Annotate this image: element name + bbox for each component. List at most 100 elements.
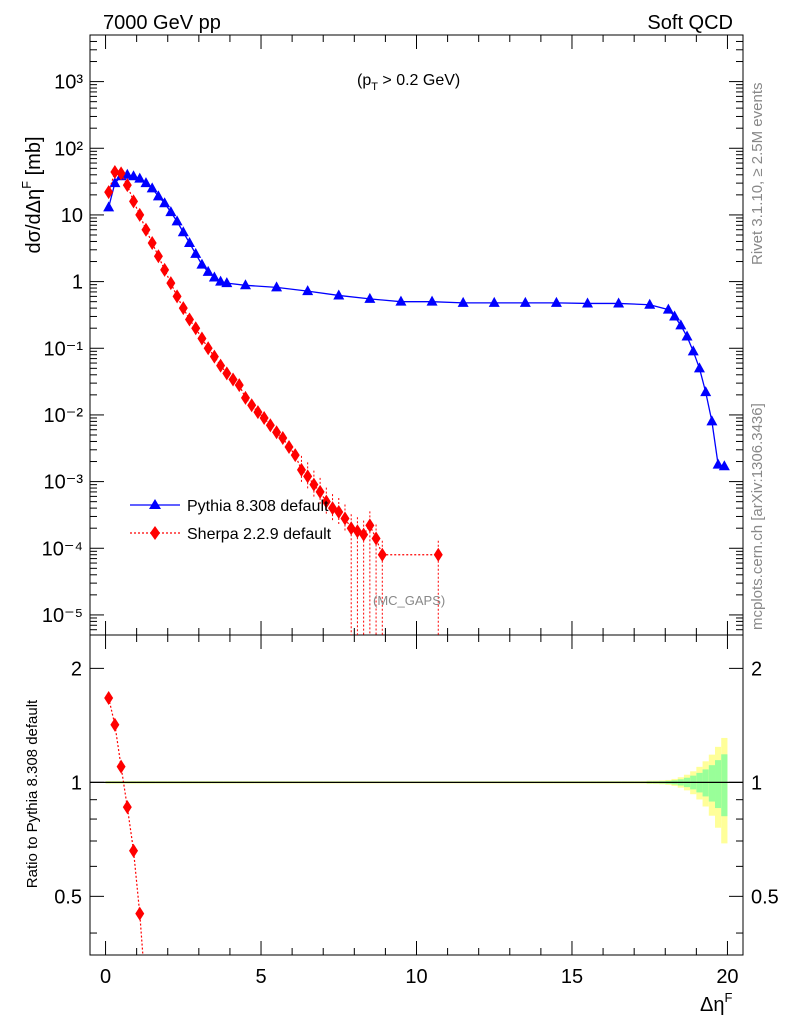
sherpa-point xyxy=(265,418,275,433)
ratio-y-axis-title: Ratio to Pythia 8.308 default xyxy=(24,699,41,888)
sherpa-point xyxy=(340,511,350,526)
pythia-point xyxy=(364,292,376,303)
sherpa-point xyxy=(116,166,126,181)
sherpa-point xyxy=(234,378,244,393)
ratio-band-inner xyxy=(721,754,728,817)
series-pythia xyxy=(103,168,730,471)
pythia-line xyxy=(108,174,725,467)
pythia-point xyxy=(669,310,681,321)
main-y-axis-title: dσ/dΔηF [mb] xyxy=(19,136,45,253)
sherpa-point xyxy=(104,185,114,200)
sherpa-point xyxy=(315,484,325,499)
sherpa-point xyxy=(253,405,263,420)
pythia-point xyxy=(146,182,158,193)
sherpa-point xyxy=(228,372,238,387)
ratio-point xyxy=(116,759,126,774)
x-tick-label: 15 xyxy=(561,966,583,988)
pythia-point xyxy=(128,170,140,181)
sherpa-point xyxy=(203,341,213,356)
ratio-y-tick-label-right: 2 xyxy=(751,658,762,680)
pythia-point xyxy=(171,215,183,226)
sherpa-point xyxy=(433,547,443,562)
pythia-point xyxy=(687,345,699,356)
main-y-tick-label: 10 xyxy=(61,205,83,227)
sherpa-point xyxy=(172,289,182,304)
sherpa-point xyxy=(160,262,170,277)
pythia-point xyxy=(333,289,345,300)
ratio-y-tick-label: 0.5 xyxy=(54,886,82,908)
sherpa-point xyxy=(122,178,132,193)
x-tick-label: 20 xyxy=(716,966,738,988)
pythia-point xyxy=(675,319,687,330)
ratio-axis-ticks xyxy=(90,635,743,955)
sherpa-point xyxy=(185,312,195,327)
sherpa-point xyxy=(309,477,319,492)
ratio-y-tick-label-right: 0.5 xyxy=(751,886,779,908)
ratio-point xyxy=(110,717,120,732)
pythia-point xyxy=(221,277,233,288)
pythia-point xyxy=(177,226,189,237)
main-y-tick-label: 10³ xyxy=(54,72,83,94)
ratio-y-tick-label: 1 xyxy=(71,772,82,794)
pythia-point xyxy=(165,206,177,217)
sherpa-point xyxy=(153,249,163,264)
legend-pythia-label: Pythia 8.308 default xyxy=(187,498,329,515)
pythia-point xyxy=(700,386,712,397)
ratio-point xyxy=(135,906,145,921)
pythia-point xyxy=(121,168,133,179)
sherpa-point xyxy=(141,222,151,237)
series-sherpa-ratio xyxy=(104,691,145,956)
series-sherpa xyxy=(104,165,443,635)
legend: Pythia 8.308 default Sherpa 2.2.9 defaul… xyxy=(130,498,332,543)
x-axis-title: ΔηF xyxy=(700,990,732,1016)
pythia-point xyxy=(488,296,500,307)
pythia-point xyxy=(159,197,171,208)
sherpa-point xyxy=(359,527,369,542)
x-tick-label: 5 xyxy=(255,966,266,988)
pythia-point xyxy=(215,275,227,286)
pythia-point xyxy=(302,285,314,296)
sherpa-point xyxy=(247,398,257,413)
pythia-point xyxy=(718,460,730,471)
header-left: 7000 GeV pp xyxy=(103,12,221,34)
pythia-point xyxy=(712,458,724,469)
ratio-bands xyxy=(105,737,728,844)
sherpa-point xyxy=(377,547,387,562)
pythia-point xyxy=(239,279,251,290)
sherpa-point xyxy=(334,504,344,519)
sherpa-point xyxy=(284,440,294,455)
pythia-point xyxy=(550,296,562,307)
sherpa-point xyxy=(209,349,219,364)
sherpa-point xyxy=(191,321,201,336)
sherpa-point xyxy=(272,425,282,440)
pythia-point xyxy=(190,247,202,258)
sherpa-point xyxy=(278,431,288,446)
legend-sherpa-label: Sherpa 2.2.9 default xyxy=(187,526,332,543)
pythia-point xyxy=(152,190,164,201)
mcplots-label: mcplots.cern.ch [arXiv:1306.3436] xyxy=(749,403,766,630)
main-y-tick-label: 10⁻² xyxy=(44,405,84,427)
analysis-label: (MC_GAPS) xyxy=(373,593,445,608)
main-panel-frame xyxy=(89,34,744,636)
pythia-point xyxy=(519,296,531,307)
ratio-point xyxy=(104,691,114,706)
pythia-point xyxy=(208,271,220,282)
pythia-point xyxy=(271,281,283,292)
ratio-y-tick-labels: 0.5 0.5 1 1 2 2 xyxy=(54,658,779,908)
sherpa-point xyxy=(197,331,207,346)
sherpa-point xyxy=(259,410,269,425)
pythia-point xyxy=(662,303,674,314)
main-y-tick-label: 10⁻⁴ xyxy=(42,538,83,560)
pythia-point xyxy=(103,201,115,212)
sherpa-point xyxy=(135,207,145,222)
ratio-panel-frame xyxy=(89,634,744,956)
ratio-band-inner xyxy=(708,765,716,802)
header-right: Soft QCD xyxy=(647,12,733,34)
legend-sherpa-marker xyxy=(150,526,160,540)
sherpa-point xyxy=(110,165,120,180)
cut-label: (pT > 0.2 GeV) xyxy=(357,72,460,93)
rivet-label: Rivet 3.1.10, ≥ 2.5M events xyxy=(749,83,766,266)
sherpa-point xyxy=(129,194,139,209)
ratio-band-inner xyxy=(715,760,722,809)
